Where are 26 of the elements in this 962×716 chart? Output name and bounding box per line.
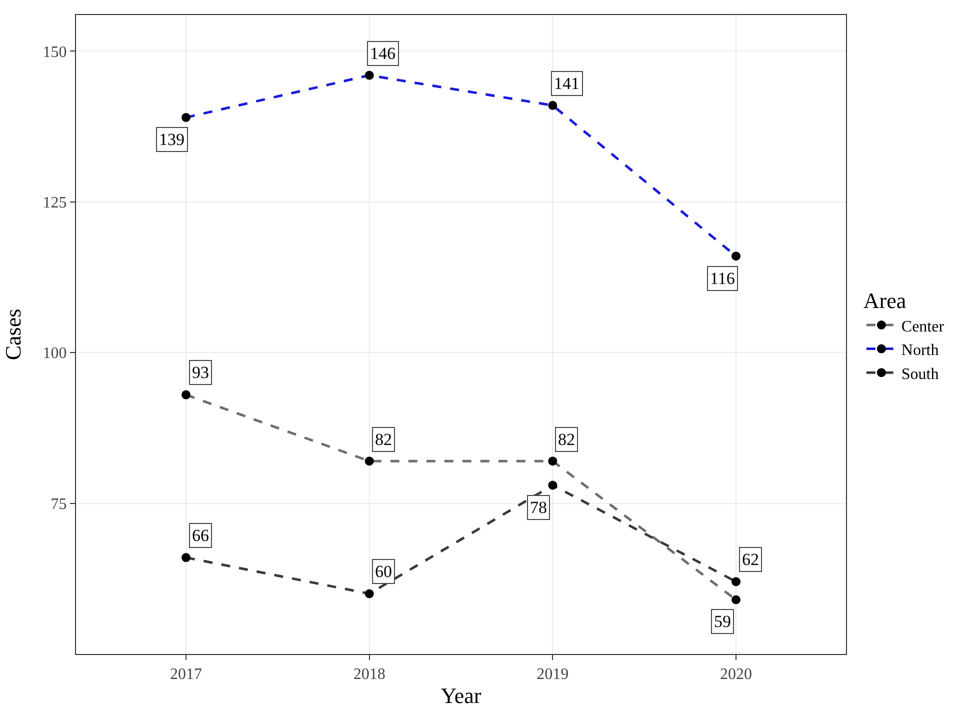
x-tick-label: 2020	[720, 666, 752, 684]
y-tick-label: 150	[42, 44, 67, 61]
data-label: 93	[192, 363, 209, 382]
legend-label: North	[901, 342, 939, 360]
legend-label: Center	[901, 318, 945, 336]
y-axis-title: Cases	[0, 308, 26, 360]
data-label: 78	[530, 498, 547, 517]
legend-title: Area	[863, 288, 906, 314]
data-label: 62	[742, 550, 759, 569]
x-tick-label: 2018	[353, 666, 386, 684]
data-label: 141	[554, 74, 580, 93]
data-label: 116	[710, 269, 735, 288]
legend-label: South	[901, 366, 939, 383]
y-tick-label: 125	[42, 194, 67, 212]
data-label: 66	[192, 526, 209, 545]
x-tick-label: 2019	[536, 666, 569, 684]
y-tick-label: 75	[50, 496, 67, 513]
data-label: 146	[370, 44, 396, 63]
data-label: 82	[558, 430, 575, 449]
data-label: 59	[714, 612, 731, 631]
data-label: 60	[375, 562, 392, 581]
y-tick-label: 100	[42, 345, 67, 362]
x-tick-label: 2017	[170, 666, 202, 684]
x-axis-title: Year	[440, 683, 482, 708]
data-label: 139	[159, 130, 184, 149]
data-label: 82	[375, 430, 392, 449]
